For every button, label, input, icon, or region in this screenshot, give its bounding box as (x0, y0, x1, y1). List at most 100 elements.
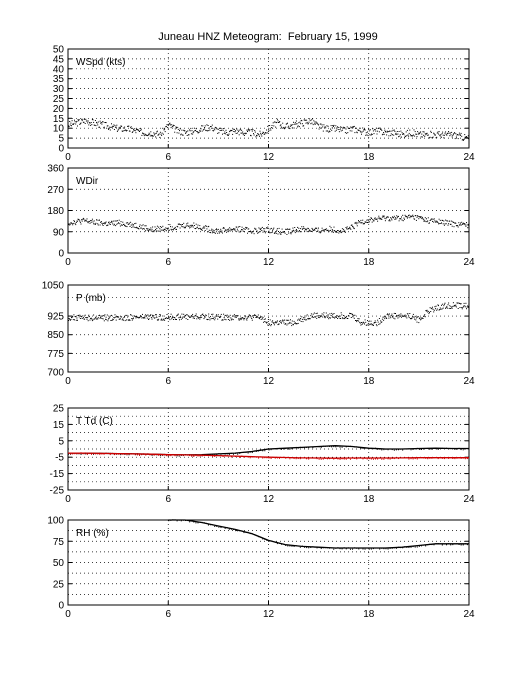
data-point (208, 130, 210, 132)
data-point (263, 230, 265, 232)
data-point (363, 129, 365, 131)
data-point (424, 133, 426, 135)
data-point (449, 305, 451, 307)
data-point (340, 126, 342, 128)
data-point (455, 133, 457, 135)
data-point (285, 123, 287, 125)
data-point (392, 134, 393, 136)
data-point (197, 522, 199, 524)
data-point (453, 305, 455, 307)
x-tick-label: 12 (263, 152, 275, 163)
data-point (448, 131, 450, 132)
data-point (284, 127, 286, 129)
data-point (227, 319, 229, 320)
data-point (310, 231, 312, 232)
data-point (310, 123, 312, 125)
data-point (155, 229, 157, 230)
data-point (75, 224, 77, 226)
data-point (164, 318, 166, 319)
data-point (331, 446, 333, 448)
data-point (249, 129, 251, 131)
data-point (324, 127, 325, 129)
data-point (211, 127, 213, 129)
data-point (348, 127, 350, 129)
data-point (260, 449, 262, 451)
data-point (358, 129, 360, 131)
data-point (393, 458, 395, 460)
data-point (333, 458, 335, 460)
data-point (210, 126, 211, 128)
data-point (331, 127, 333, 129)
data-point (94, 124, 96, 126)
data-point (119, 128, 121, 130)
data-point (145, 314, 146, 316)
data-point (355, 320, 357, 321)
data-point (170, 226, 171, 228)
data-point (212, 229, 214, 231)
data-point (195, 228, 197, 230)
data-point (398, 215, 399, 217)
data-point (179, 316, 181, 318)
data-point (163, 228, 165, 230)
data-point (366, 324, 368, 326)
data-point (299, 546, 301, 548)
data-point (152, 314, 154, 316)
data-point (187, 225, 189, 227)
data-point (313, 120, 315, 122)
data-point (333, 446, 335, 448)
data-point (371, 218, 373, 219)
data-point (359, 321, 361, 323)
data-point (139, 316, 141, 318)
data-point (355, 221, 357, 223)
data-point (383, 316, 385, 318)
data-point (371, 324, 373, 326)
data-point (215, 127, 217, 129)
data-point (198, 317, 200, 318)
data-point (441, 133, 443, 135)
data-point (324, 317, 326, 319)
data-point (187, 315, 189, 317)
data-point (114, 314, 116, 316)
data-point (129, 226, 131, 227)
data-point (175, 126, 177, 128)
data-point (96, 318, 98, 320)
data-point (132, 453, 134, 455)
data-point (157, 134, 159, 136)
data-point (312, 546, 314, 548)
data-point (420, 216, 422, 218)
data-point (121, 125, 123, 127)
data-point (372, 220, 374, 222)
data-point (439, 307, 441, 309)
data-point (370, 448, 372, 450)
data-point (439, 223, 441, 225)
data-point (153, 315, 155, 317)
data-point (350, 224, 352, 226)
data-point (84, 123, 86, 124)
data-point (359, 322, 361, 324)
data-point (197, 224, 199, 226)
data-point (251, 231, 253, 233)
data-point (375, 321, 377, 323)
data-point (115, 126, 117, 128)
data-point (373, 322, 375, 324)
data-point (412, 448, 414, 450)
data-point (161, 226, 163, 228)
data-point (201, 228, 203, 230)
data-point (383, 319, 385, 321)
data-point (167, 317, 169, 319)
data-point (101, 318, 103, 319)
series-line (168, 519, 469, 549)
data-point (394, 130, 396, 132)
data-point (291, 125, 293, 127)
data-point (322, 547, 324, 549)
data-point (386, 134, 388, 136)
data-point (359, 127, 361, 129)
data-point (97, 317, 99, 319)
data-point (402, 315, 404, 317)
data-point (266, 129, 268, 131)
data-point (105, 122, 106, 123)
data-point (172, 454, 174, 456)
data-point (214, 317, 216, 319)
data-point (278, 323, 280, 325)
